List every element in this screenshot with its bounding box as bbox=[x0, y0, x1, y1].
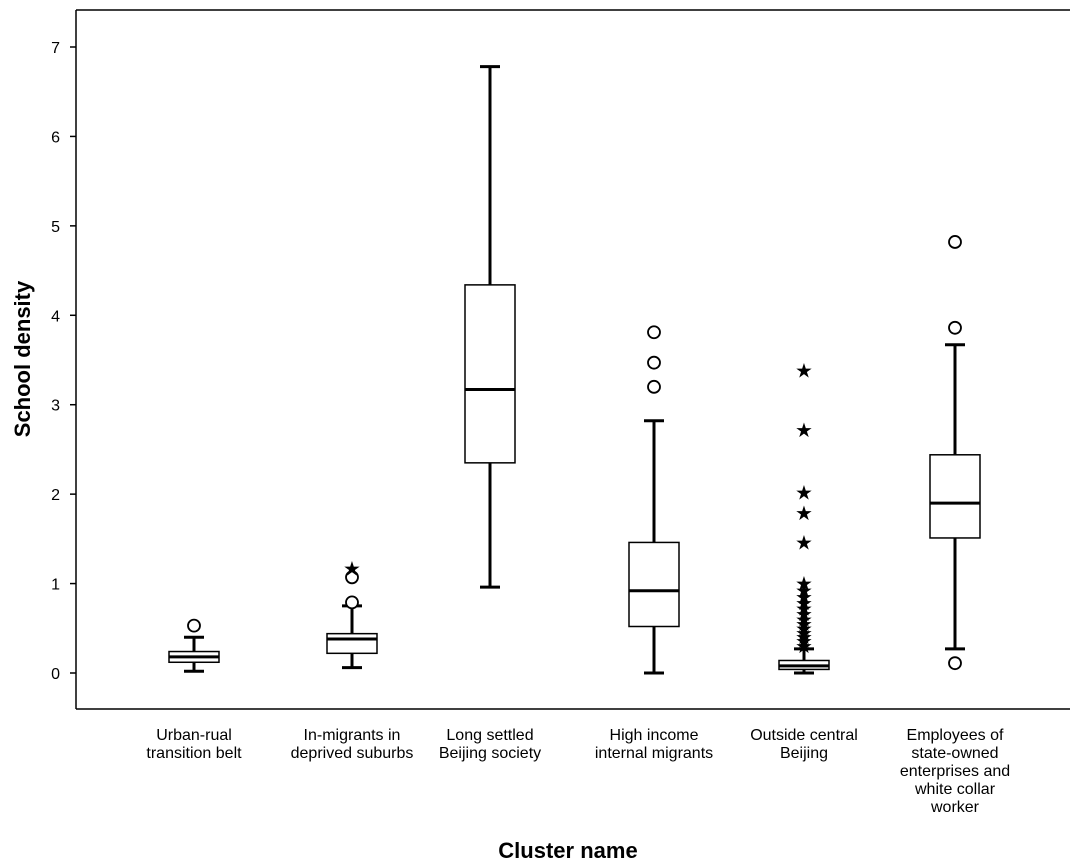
x-category-label-line: Long settled bbox=[446, 727, 533, 744]
y-tick-label-3: 3 bbox=[51, 398, 60, 415]
boxes-layer: ★★★★★★★★★★★★★★★★★★★ bbox=[168, 65, 981, 675]
x-category-label-line: Employees of bbox=[907, 727, 1004, 744]
x-axis: Urban-rual transition belt In-migrants in d… bbox=[146, 727, 1010, 816]
outlier-point bbox=[187, 618, 201, 633]
extreme-point: ★ bbox=[795, 572, 813, 596]
x-category-label-1: Urban-rual transition belt bbox=[146, 727, 242, 762]
extreme-point: ★ bbox=[795, 501, 813, 525]
y-tick-label-2: 2 bbox=[51, 487, 60, 504]
extreme-point: ★ bbox=[795, 579, 813, 603]
x-category-label-line: transition belt bbox=[146, 745, 242, 762]
x-category-label-5: Outside central Beijing bbox=[750, 727, 858, 762]
box-group-3 bbox=[464, 65, 516, 589]
x-category-label-4: High income internal migrants bbox=[595, 727, 713, 762]
outlier-point bbox=[948, 235, 962, 249]
extreme-point: ★ bbox=[795, 602, 813, 626]
x-category-label-line: enterprises and bbox=[900, 763, 1010, 780]
x-category-label-line: Beijing society bbox=[439, 745, 541, 762]
iqr-box bbox=[464, 284, 516, 464]
extreme-point: ★ bbox=[795, 480, 813, 504]
iqr-box bbox=[929, 454, 981, 539]
extreme-point: ★ bbox=[795, 585, 813, 609]
y-tick-label-0: 0 bbox=[51, 666, 60, 683]
x-category-label-line: worker bbox=[930, 799, 980, 816]
iqr-box bbox=[628, 541, 680, 628]
extreme-point: ★ bbox=[795, 530, 813, 554]
box-group-5: ★★★★★★★★★★★★★★★★★★ bbox=[778, 359, 830, 675]
extreme-point: ★ bbox=[795, 418, 813, 442]
x-category-label-line: Outside central bbox=[750, 727, 858, 744]
extreme-point: ★ bbox=[795, 591, 813, 615]
y-tick-label-7: 7 bbox=[51, 40, 60, 57]
y-axis: 0 1 2 3 4 5 6 7 bbox=[51, 40, 76, 683]
x-category-label-line: High income bbox=[610, 727, 699, 744]
x-category-label-line: In-migrants in bbox=[304, 727, 401, 744]
x-category-label-6: Employees of state-owned enterprises and wh… bbox=[900, 727, 1010, 816]
extreme-point: ★ bbox=[795, 625, 813, 649]
extreme-point: ★ bbox=[795, 634, 813, 658]
x-category-label-line: white collar bbox=[914, 781, 996, 798]
outlier-point bbox=[647, 355, 661, 370]
extreme-point: ★ bbox=[795, 612, 813, 636]
box-group-4 bbox=[628, 325, 680, 675]
extreme-point: ★ bbox=[795, 607, 813, 631]
x-category-label-3: Long settled Beijing society bbox=[439, 727, 541, 762]
extreme-point: ★ bbox=[795, 597, 813, 621]
extreme-point: ★ bbox=[795, 359, 813, 383]
iqr-box bbox=[326, 632, 378, 655]
y-tick-label-4: 4 bbox=[51, 308, 60, 325]
outlier-point bbox=[647, 379, 661, 394]
y-tick-label-5: 5 bbox=[51, 219, 60, 236]
x-category-label-line: internal migrants bbox=[595, 745, 713, 762]
outlier-point bbox=[345, 595, 359, 610]
outlier-point bbox=[345, 570, 359, 585]
x-category-label-line: state-owned bbox=[911, 745, 998, 762]
outlier-point bbox=[647, 325, 661, 340]
x-category-label-2: In-migrants in deprived suburbs bbox=[291, 727, 414, 762]
y-tick-label-1: 1 bbox=[51, 577, 60, 594]
box-group-6 bbox=[929, 235, 981, 671]
y-tick-label-6: 6 bbox=[51, 129, 60, 146]
extreme-point: ★ bbox=[795, 621, 813, 645]
y-axis-title: School density bbox=[10, 280, 35, 437]
x-category-label-line: deprived suburbs bbox=[291, 745, 414, 762]
outlier-point bbox=[948, 320, 962, 335]
box-group-2: ★ bbox=[326, 556, 378, 670]
extreme-point: ★ bbox=[795, 629, 813, 653]
x-axis-title: Cluster name bbox=[498, 838, 637, 863]
box-group-1 bbox=[168, 618, 220, 673]
plot-frame bbox=[75, 9, 1070, 710]
x-category-label-line: Urban-rual bbox=[156, 727, 232, 744]
extreme-point: ★ bbox=[795, 616, 813, 640]
x-category-label-line: Beijing bbox=[780, 745, 828, 762]
extreme-point: ★ bbox=[343, 556, 361, 580]
outlier-point bbox=[948, 656, 962, 671]
